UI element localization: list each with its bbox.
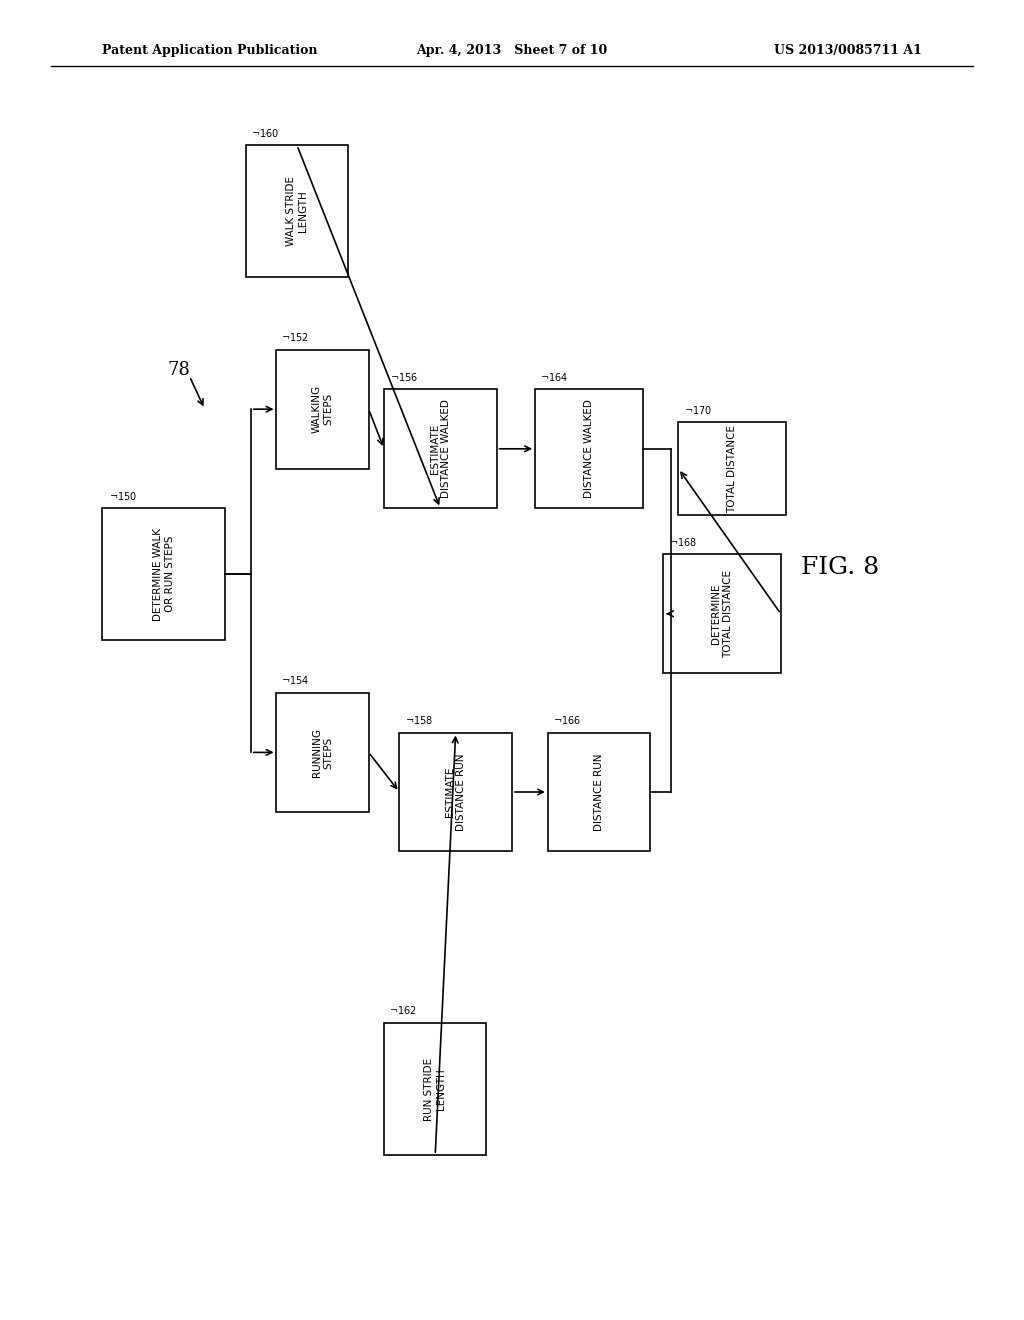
Text: WALKING
STEPS: WALKING STEPS (311, 385, 334, 433)
Text: 78: 78 (168, 360, 190, 379)
Text: $\neg$160: $\neg$160 (251, 127, 279, 139)
FancyBboxPatch shape (276, 693, 369, 812)
Text: RUN STRIDE
LENGTH: RUN STRIDE LENGTH (424, 1057, 446, 1121)
Text: TOTAL DISTANCE: TOTAL DISTANCE (727, 425, 737, 512)
Text: ESTIMATE
DISTANCE WALKED: ESTIMATE DISTANCE WALKED (429, 400, 452, 498)
FancyBboxPatch shape (399, 733, 512, 851)
Text: $\neg$168: $\neg$168 (669, 536, 697, 548)
Text: $\neg$166: $\neg$166 (553, 714, 581, 726)
Text: DETERMINE WALK
OR RUN STEPS: DETERMINE WALK OR RUN STEPS (153, 528, 175, 620)
FancyBboxPatch shape (102, 508, 225, 640)
FancyBboxPatch shape (535, 389, 643, 508)
Text: $\neg$152: $\neg$152 (281, 331, 309, 343)
Text: $\neg$156: $\neg$156 (389, 371, 418, 383)
Text: ESTIMATE
DISTANCE RUN: ESTIMATE DISTANCE RUN (444, 754, 467, 830)
FancyBboxPatch shape (548, 733, 650, 851)
Text: WALK STRIDE
LENGTH: WALK STRIDE LENGTH (286, 176, 308, 247)
Text: DISTANCE RUN: DISTANCE RUN (594, 754, 604, 830)
Text: US 2013/0085711 A1: US 2013/0085711 A1 (774, 44, 922, 57)
Text: $\neg$170: $\neg$170 (684, 404, 712, 416)
Text: $\neg$164: $\neg$164 (541, 371, 568, 383)
Text: $\neg$162: $\neg$162 (389, 1005, 417, 1016)
Text: DETERMINE
TOTAL DISTANCE: DETERMINE TOTAL DISTANCE (711, 570, 733, 657)
Text: $\neg$154: $\neg$154 (281, 675, 309, 686)
FancyBboxPatch shape (664, 554, 780, 673)
Text: DISTANCE WALKED: DISTANCE WALKED (584, 400, 594, 498)
Text: Patent Application Publication: Patent Application Publication (102, 44, 317, 57)
FancyBboxPatch shape (384, 1023, 486, 1155)
Text: $\neg$150: $\neg$150 (109, 490, 136, 502)
Text: FIG. 8: FIG. 8 (801, 556, 879, 579)
FancyBboxPatch shape (246, 145, 348, 277)
Text: RUNNING
STEPS: RUNNING STEPS (311, 727, 334, 777)
Text: $\neg$158: $\neg$158 (406, 714, 433, 726)
FancyBboxPatch shape (384, 389, 497, 508)
Text: Apr. 4, 2013   Sheet 7 of 10: Apr. 4, 2013 Sheet 7 of 10 (417, 44, 607, 57)
FancyBboxPatch shape (276, 350, 369, 469)
FancyBboxPatch shape (678, 422, 786, 515)
